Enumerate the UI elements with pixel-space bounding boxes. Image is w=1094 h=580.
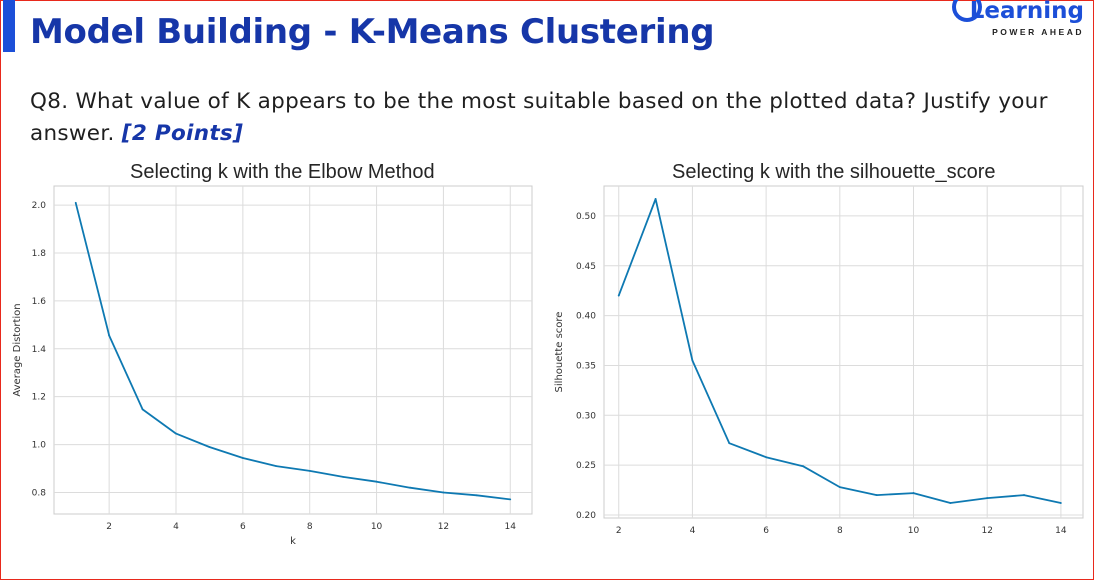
elbow-x-tick-label: 14	[505, 522, 517, 532]
elbow-y-axis-label: Average Distortion	[12, 303, 23, 396]
silhouette-y-tick-label: 0.35	[576, 361, 596, 371]
elbow-x-axis-label: k	[290, 536, 296, 547]
silhouette-data-point	[875, 494, 878, 496]
elbow-data-point	[74, 201, 77, 204]
silhouette-x-tick-label: 4	[690, 526, 696, 536]
logo-wordmark: Learning	[969, 0, 1084, 24]
silhouette-data-point	[617, 294, 620, 297]
silhouette-x-tick-label: 6	[763, 526, 769, 536]
brand-logo: Learning POWER AHEAD	[944, 0, 1084, 42]
silhouette-x-tick-label: 2	[616, 526, 622, 536]
elbow-data-point	[509, 498, 512, 501]
elbow-y-tick-label: 1.8	[32, 249, 47, 259]
elbow-x-tick-label: 10	[371, 522, 383, 532]
elbow-data-point	[442, 491, 445, 494]
silhouette-chart-title: Selecting k with the silhouette_score	[672, 161, 996, 183]
elbow-data-point	[175, 432, 177, 435]
silhouette-data-point	[912, 492, 915, 494]
silhouette-y-axis-label: Silhouette score	[554, 312, 565, 393]
elbow-x-tick-label: 4	[173, 522, 179, 532]
silhouette-data-point	[838, 486, 841, 488]
silhouette-data-point	[765, 456, 768, 459]
question-body: Q8. What value of K appears to be the mo…	[30, 89, 1048, 146]
silhouette-x-tick-label: 12	[981, 526, 992, 536]
elbow-data-point	[141, 408, 144, 411]
silhouette-data-point	[691, 359, 694, 362]
silhouette-data-point	[1059, 502, 1062, 504]
silhouette-y-tick-label: 0.20	[576, 511, 596, 521]
elbow-x-tick-label: 2	[106, 522, 112, 532]
silhouette-data-point	[802, 465, 804, 468]
silhouette-data-point	[728, 442, 731, 445]
silhouette-data-point	[1023, 494, 1025, 496]
elbow-series-line	[74, 202, 511, 501]
elbow-data-point	[241, 457, 244, 459]
question-text: Q8. What value of K appears to be the mo…	[30, 86, 1070, 150]
elbow-x-tick-label: 8	[307, 522, 313, 532]
elbow-y-tick-label: 1.6	[32, 297, 47, 307]
elbow-y-tick-label: 1.2	[32, 393, 46, 403]
silhouette-x-tick-label: 8	[837, 526, 843, 536]
silhouette-y-tick-label: 0.50	[576, 212, 596, 222]
elbow-data-point	[275, 465, 278, 468]
elbow-y-tick-label: 1.0	[32, 441, 47, 451]
silhouette-plot-area	[603, 185, 1084, 519]
slide-title: Model Building - K-Means Clustering	[30, 12, 715, 52]
elbow-data-point	[342, 475, 345, 478]
elbow-chart-title: Selecting k with the Elbow Method	[130, 161, 435, 183]
elbow-x-tick-label: 6	[240, 522, 246, 532]
elbow-data-point	[375, 480, 378, 483]
elbow-data-point	[475, 494, 478, 497]
elbow-y-tick-label: 2.0	[32, 201, 47, 211]
silhouette-y-tick-label: 0.40	[576, 312, 596, 322]
elbow-data-point	[108, 334, 111, 337]
logo-tagline: POWER AHEAD	[992, 27, 1084, 37]
elbow-y-tick-label: 1.4	[32, 345, 47, 355]
silhouette-x-tick-label: 14	[1055, 526, 1067, 536]
accent-bar	[3, 0, 15, 52]
elbow-plot-area	[53, 185, 533, 515]
silhouette-x-tick-label: 10	[908, 526, 920, 536]
elbow-y-tick-label: 0.8	[32, 488, 47, 498]
silhouette-y-tick-label: 0.25	[576, 461, 596, 471]
elbow-data-point	[208, 446, 211, 448]
silhouette-data-point	[949, 502, 952, 504]
question-points: [2 Points]	[121, 121, 244, 146]
g-logo-icon	[952, 0, 982, 22]
elbow-x-tick-label: 12	[438, 522, 449, 532]
silhouette-y-tick-label: 0.45	[576, 262, 596, 272]
silhouette-y-tick-label: 0.30	[576, 411, 596, 421]
silhouette-data-point	[654, 198, 657, 200]
elbow-data-point	[409, 486, 411, 489]
silhouette-data-point	[986, 497, 989, 499]
elbow-data-point	[308, 470, 311, 472]
